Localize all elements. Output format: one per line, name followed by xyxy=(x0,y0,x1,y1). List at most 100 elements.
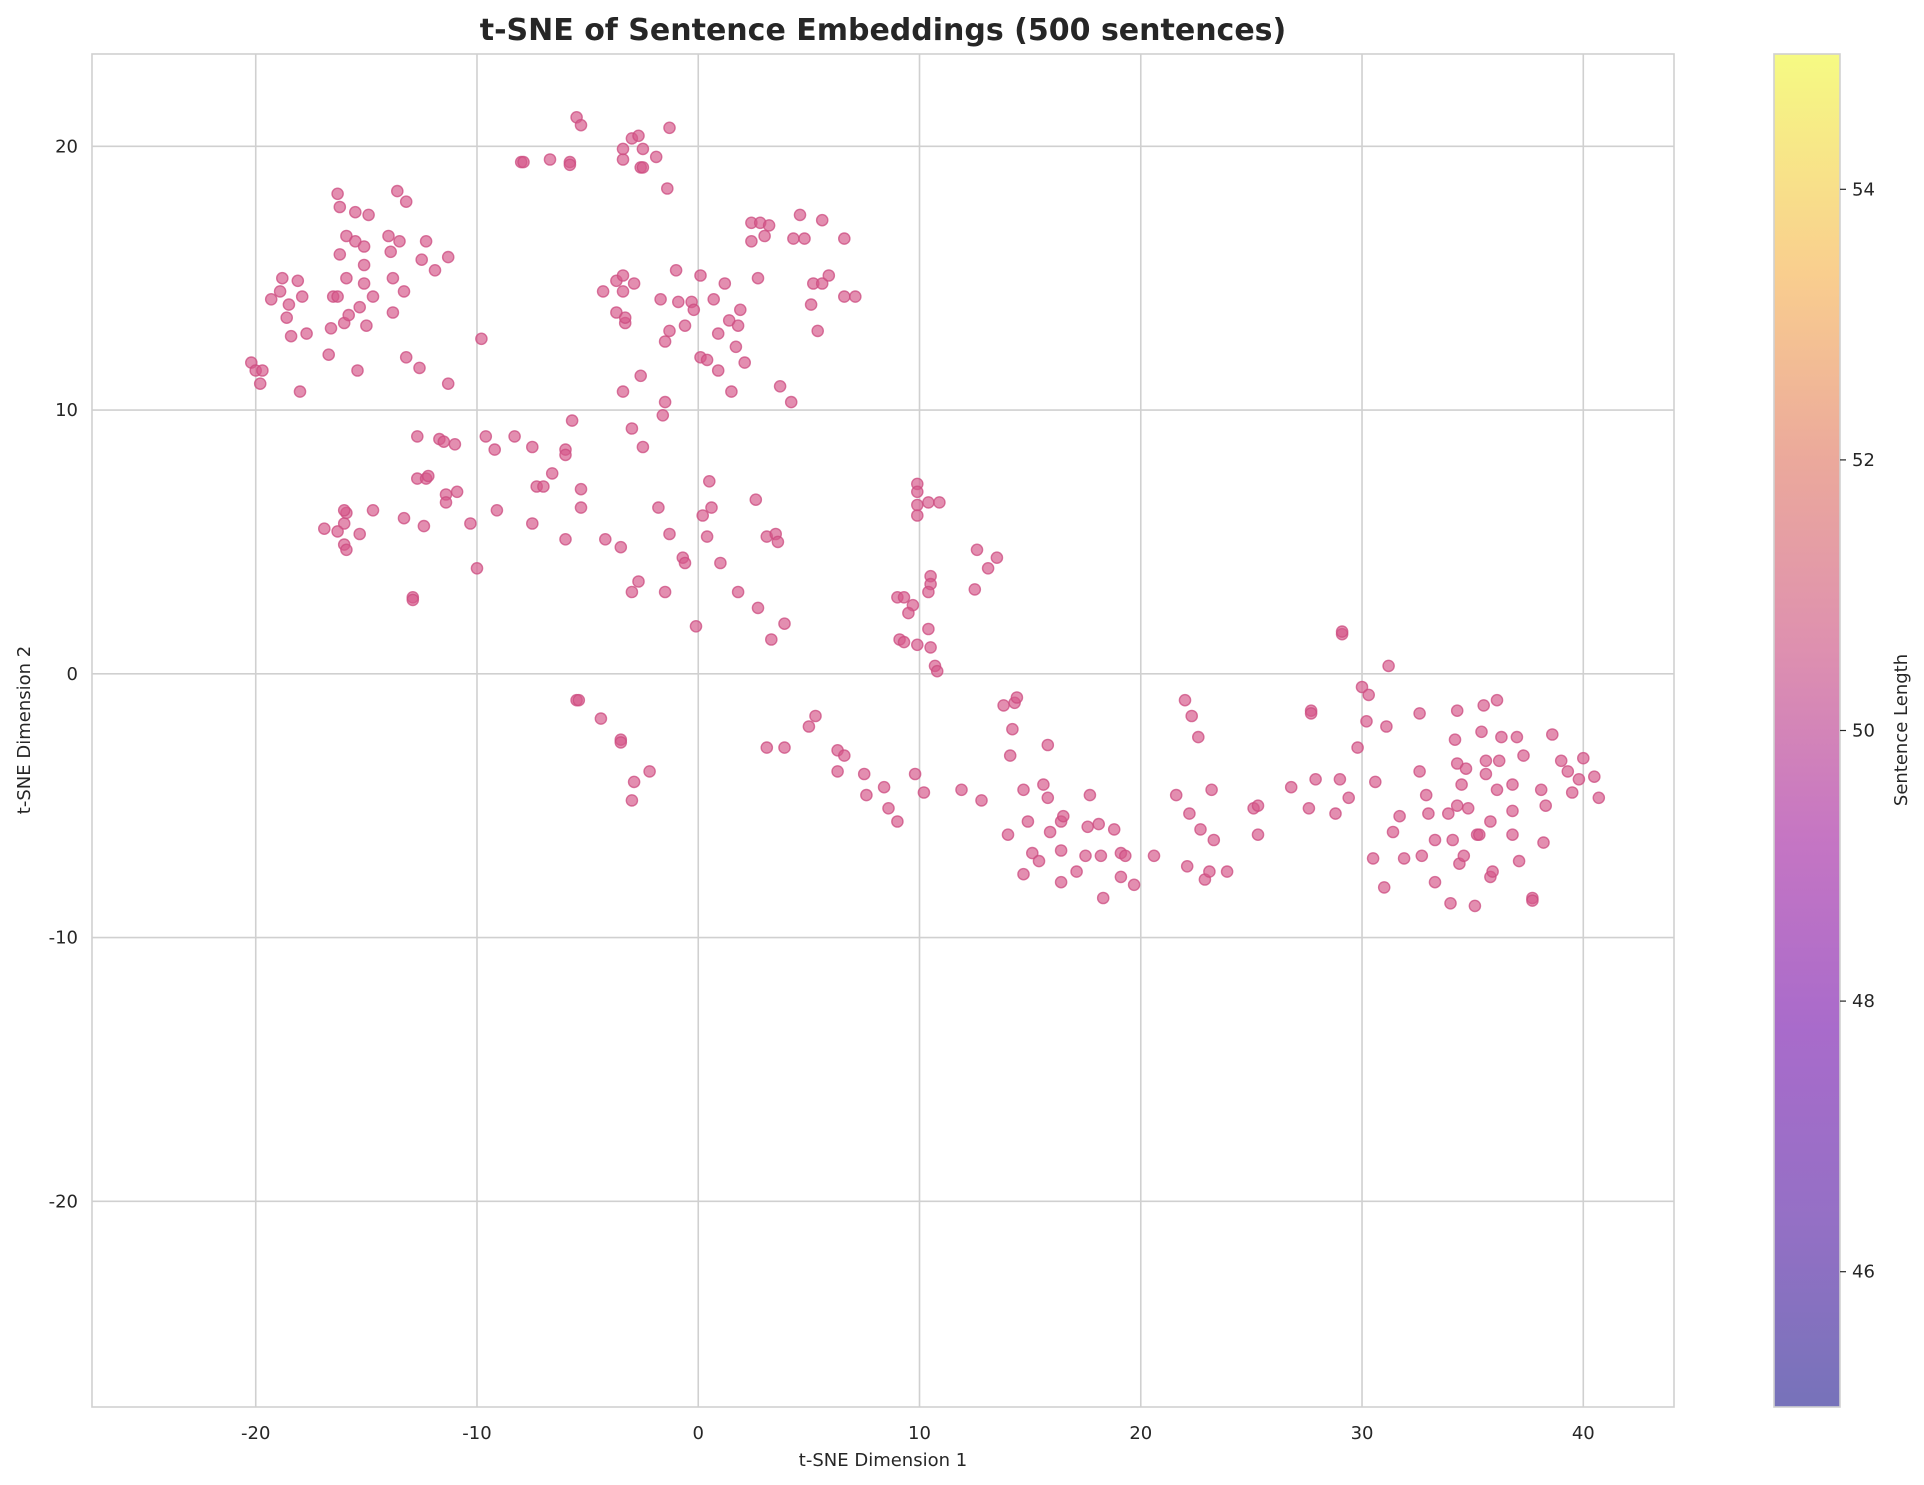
data-point xyxy=(897,635,911,649)
data-point xyxy=(386,306,400,319)
data-point xyxy=(917,786,931,799)
data-point xyxy=(773,379,787,393)
data-point xyxy=(1450,799,1464,813)
data-point xyxy=(441,377,455,391)
data-point xyxy=(1220,865,1234,878)
data-point xyxy=(264,292,278,306)
data-point xyxy=(911,485,924,499)
data-point xyxy=(331,187,344,201)
data-point xyxy=(351,364,364,377)
data-point xyxy=(1178,693,1192,707)
data-point xyxy=(787,232,800,245)
data-point xyxy=(441,250,455,264)
data-point xyxy=(594,712,608,725)
data-point xyxy=(729,340,743,354)
data-point xyxy=(393,234,406,248)
data-point xyxy=(526,517,539,530)
y-tick-label: 10 xyxy=(55,400,78,421)
data-point xyxy=(1203,865,1216,878)
data-point xyxy=(636,161,650,174)
data-point xyxy=(745,234,758,248)
data-point xyxy=(700,530,714,543)
data-point xyxy=(488,443,502,456)
data-point xyxy=(687,303,701,317)
data-point xyxy=(860,788,873,802)
data-point xyxy=(1183,807,1196,820)
data-point xyxy=(360,319,373,333)
data-point xyxy=(1397,852,1411,865)
y-tick-label: 20 xyxy=(55,136,78,157)
data-point xyxy=(857,767,871,781)
data-point xyxy=(366,290,380,303)
data-point xyxy=(1037,778,1050,791)
data-point xyxy=(1169,788,1183,802)
data-point xyxy=(464,517,477,530)
data-point xyxy=(696,509,710,522)
data-point xyxy=(1302,802,1316,815)
data-point xyxy=(1094,849,1108,863)
data-point xyxy=(357,277,371,290)
data-point xyxy=(784,395,798,409)
data-point xyxy=(1096,891,1110,905)
data-point xyxy=(333,200,347,214)
data-point xyxy=(981,562,995,575)
data-point xyxy=(618,311,632,325)
data-point xyxy=(678,319,692,333)
data-point xyxy=(419,234,433,248)
data-point xyxy=(891,815,904,828)
data-point xyxy=(1415,849,1429,863)
data-point xyxy=(559,533,572,546)
y-tick-label: -10 xyxy=(49,928,78,949)
data-point xyxy=(1043,825,1057,839)
scatter-points xyxy=(244,111,1606,913)
data-point xyxy=(908,767,922,781)
data-point xyxy=(1539,799,1552,813)
data-point xyxy=(417,519,431,533)
data-point xyxy=(614,736,628,749)
x-tick-label: 30 xyxy=(1351,1423,1374,1444)
data-point xyxy=(897,591,911,604)
data-point xyxy=(911,509,924,522)
data-point xyxy=(838,232,851,245)
data-point xyxy=(362,208,375,222)
data-point xyxy=(1362,688,1375,702)
x-tick-label: -20 xyxy=(241,1423,270,1444)
data-point xyxy=(1021,815,1035,828)
data-point xyxy=(1561,765,1575,778)
data-point xyxy=(1017,783,1030,797)
data-point xyxy=(253,377,267,391)
data-point xyxy=(526,440,539,454)
data-point xyxy=(340,543,353,557)
colorbar-ticks: 46 48 50 52 54 xyxy=(1840,179,1875,1283)
data-point xyxy=(397,285,411,298)
data-point xyxy=(1510,730,1524,744)
data-point xyxy=(1081,820,1094,834)
data-point xyxy=(366,503,380,517)
data-point xyxy=(1001,828,1015,842)
data-point xyxy=(1495,730,1508,744)
data-point xyxy=(1114,870,1128,884)
data-point xyxy=(300,327,313,340)
data-point xyxy=(815,213,829,227)
data-point xyxy=(333,248,347,261)
data-point xyxy=(1192,730,1205,744)
data-point xyxy=(809,709,822,723)
data-point xyxy=(663,527,676,541)
data-point xyxy=(559,448,572,462)
data-point xyxy=(1205,783,1218,797)
data-point xyxy=(1284,780,1298,794)
data-point xyxy=(1450,704,1464,718)
data-point xyxy=(1479,767,1493,781)
data-point xyxy=(1393,809,1406,823)
data-point xyxy=(1041,738,1055,752)
data-point xyxy=(922,496,935,509)
colorbar-label: Sentence Length xyxy=(1891,654,1912,806)
data-point xyxy=(652,501,665,514)
data-point xyxy=(616,153,630,166)
x-tick-label: 10 xyxy=(908,1423,931,1444)
colorbar-tick-label: 52 xyxy=(1852,450,1875,471)
data-point xyxy=(1448,733,1462,747)
data-point xyxy=(656,408,670,422)
data-point xyxy=(574,501,588,514)
data-point xyxy=(793,208,807,222)
